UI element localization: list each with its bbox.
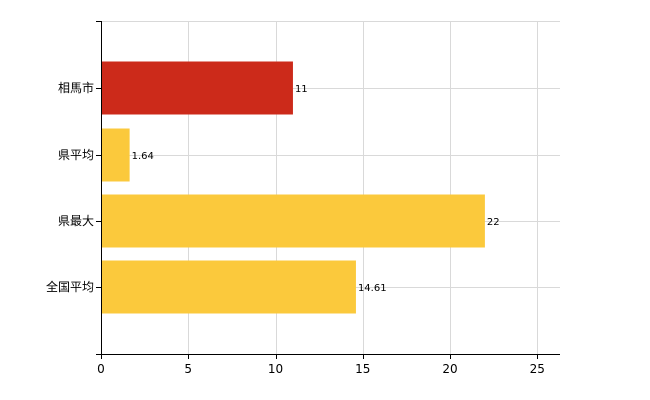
x-tick-label-5: 25 [530, 362, 545, 376]
data-label-2: 22 [487, 217, 500, 228]
x-tick-label-1: 5 [184, 362, 192, 376]
bar-2 [102, 194, 485, 248]
x-tick-label-2: 10 [268, 362, 283, 376]
category-label-2: 県最大 [58, 214, 94, 228]
bar-3 [102, 260, 356, 314]
x-tick-label-4: 20 [442, 362, 457, 376]
x-tick-label-3: 15 [355, 362, 370, 376]
bar-1 [102, 128, 130, 182]
bar-0 [102, 61, 293, 115]
data-label-0: 11 [295, 84, 308, 95]
x-tick-label-0: 0 [97, 362, 105, 376]
data-label-3: 14.61 [358, 283, 387, 294]
data-label-1: 1.64 [132, 151, 154, 162]
category-label-0: 相馬市 [58, 80, 94, 95]
category-label-3: 全国平均 [46, 279, 94, 294]
category-label-1: 県平均 [58, 148, 94, 162]
